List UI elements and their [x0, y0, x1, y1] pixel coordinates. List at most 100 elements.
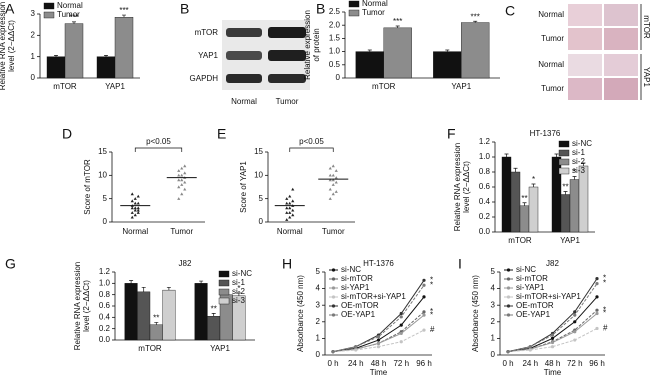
y-axis-label: Score of YAP1	[239, 161, 248, 213]
ihc-group-label: YAP1	[642, 67, 650, 87]
chart-title: HT-1376	[530, 129, 561, 138]
x-tick-label: YAP1	[451, 82, 471, 91]
line	[332, 284, 425, 353]
legend-swatch	[558, 158, 570, 166]
bar	[46, 56, 66, 79]
dot	[130, 215, 134, 219]
panel-letter: C	[505, 3, 515, 19]
y-tick-label: 1	[31, 52, 36, 61]
legend-label: Tumor	[362, 8, 385, 17]
dot	[133, 213, 137, 217]
y-tick-label: 0	[103, 217, 108, 226]
panel-letter: B	[316, 1, 325, 17]
error-bar	[581, 162, 586, 166]
bar	[578, 165, 589, 233]
chart-title: HT-1376	[363, 259, 394, 268]
x-tick-label: mTOR	[372, 82, 396, 91]
point	[573, 338, 577, 342]
error-bar	[445, 49, 450, 52]
dot	[133, 197, 137, 200]
y-tick-label: 0	[316, 350, 321, 359]
y-axis-label: Relative RNA expression	[73, 262, 82, 350]
error-bar	[563, 191, 568, 195]
significance-bracket	[289, 147, 334, 152]
point	[550, 333, 555, 337]
x-tick-label: Tumor	[322, 227, 345, 236]
y-tick-label: 0	[336, 73, 341, 82]
bar	[96, 56, 116, 79]
chart-title: J82	[546, 259, 559, 268]
point	[376, 338, 381, 342]
bar	[560, 194, 571, 233]
dot	[328, 178, 332, 182]
point	[422, 328, 426, 332]
point	[376, 345, 381, 349]
significance-label: *	[532, 175, 535, 184]
blot-column-label: Normal	[231, 97, 257, 106]
error-bar	[72, 21, 76, 24]
significance-label: *	[430, 307, 433, 316]
legend-label: Tumor	[57, 10, 80, 19]
y-tick-label: 4	[491, 284, 496, 293]
x-tick-label: 24 h	[522, 359, 538, 368]
significance-label: #	[430, 325, 435, 334]
legend-label: si-1	[232, 278, 245, 287]
x-tick-label: Normal	[122, 227, 148, 236]
point	[399, 331, 403, 336]
legend-swatch	[558, 140, 570, 148]
point	[595, 308, 599, 312]
legend-marker	[331, 277, 336, 281]
dot	[334, 169, 338, 172]
bar	[461, 22, 490, 79]
blot-band	[268, 74, 306, 83]
error-bar	[473, 20, 478, 23]
legend-marker	[331, 268, 336, 272]
significance-label: **	[521, 194, 527, 203]
legend-marker	[506, 268, 511, 272]
point	[354, 345, 358, 349]
y-tick-label: 2	[316, 317, 321, 326]
point	[573, 330, 577, 334]
dot	[328, 197, 332, 200]
error-bar	[54, 55, 58, 57]
y-tick-label: 1	[491, 334, 496, 343]
significance-label: ***	[471, 12, 480, 21]
x-tick-label: Tumor	[170, 227, 193, 236]
dot	[285, 197, 289, 200]
bar	[114, 17, 134, 79]
legend-label: OE-mTOR	[341, 301, 379, 310]
y-axis-label: level (2−ΔΔCt)	[462, 161, 471, 213]
error-bar	[531, 183, 536, 187]
ihc-image	[604, 54, 638, 76]
dot	[133, 201, 137, 205]
y-axis-label: Relative RNA expression	[0, 2, 7, 90]
point	[573, 310, 577, 314]
x-tick-label: 0 h	[327, 359, 338, 368]
point	[573, 313, 577, 317]
error-bar	[367, 49, 372, 52]
y-tick-label: 4	[316, 284, 321, 293]
panel-letter: G	[5, 256, 16, 272]
point	[422, 313, 426, 317]
point	[573, 320, 577, 324]
dot	[334, 190, 338, 193]
legend-marker	[331, 304, 336, 308]
y-tick-label: 10	[254, 170, 263, 179]
blot-band	[226, 28, 262, 37]
error-bar	[104, 55, 108, 57]
legend-swatch	[348, 9, 360, 17]
legend-label: si-mTOR	[341, 274, 373, 283]
bar	[124, 283, 138, 341]
y-tick-label: 3	[491, 300, 496, 309]
y-tick-label: 0.5	[329, 60, 341, 69]
ihc-image	[604, 4, 638, 26]
dot	[331, 164, 335, 168]
ihc-row-label: Tumor	[541, 84, 564, 93]
y-tick-label: 0.8	[479, 167, 491, 176]
point	[595, 326, 599, 331]
point	[595, 277, 599, 281]
point	[376, 335, 381, 339]
error-bar	[129, 280, 134, 284]
significance-label: *	[603, 279, 606, 288]
annotation: p<0.05	[299, 137, 324, 146]
